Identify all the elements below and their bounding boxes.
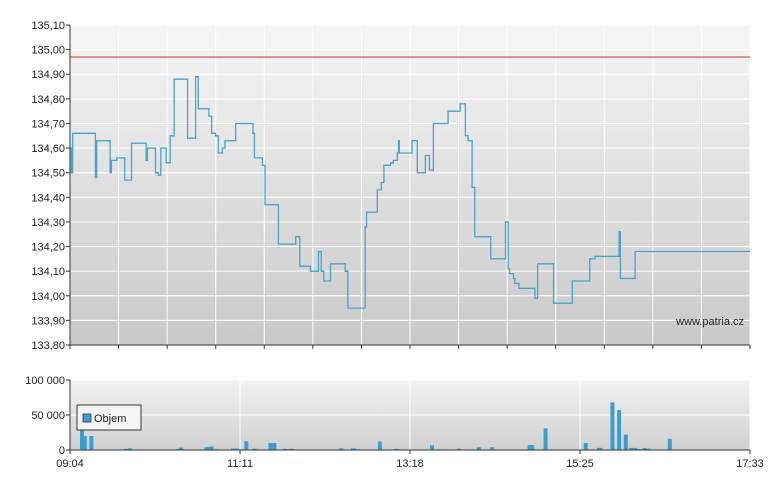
volume-tick-label: 0	[59, 445, 65, 457]
volume-bar	[490, 447, 495, 450]
price-tick-label: 133,90	[31, 315, 65, 327]
volume-bar	[204, 447, 209, 450]
volume-bar	[339, 448, 344, 451]
volume-bar	[89, 436, 94, 450]
price-panel: 135,10 135,00 134,90 134,80 134,70 134,60 134,…	[31, 20, 751, 352]
volume-bar	[283, 448, 288, 450]
volume-bar	[530, 445, 535, 450]
watermark-text: www.patria.cz	[675, 316, 744, 328]
volume-bar	[252, 448, 257, 450]
volume-bar	[583, 443, 588, 450]
volume-bar	[642, 447, 647, 450]
volume-bar	[268, 443, 273, 450]
price-line	[70, 76, 750, 309]
legend-label: Objem	[94, 413, 126, 425]
volume-bar	[377, 441, 382, 450]
volume-bar	[394, 448, 398, 450]
volume-bar	[80, 416, 84, 450]
volume-bar	[598, 447, 603, 450]
volume-bar	[430, 445, 434, 450]
price-tick-label: 134,80	[31, 94, 65, 106]
volume-bar	[244, 441, 249, 451]
price-tick-label: 134,00	[31, 291, 65, 303]
volume-bar	[352, 448, 357, 450]
volume-bar	[617, 410, 622, 450]
volume-bar	[209, 446, 214, 450]
price-tick-label: 133,80	[31, 340, 65, 352]
volume-bar	[176, 448, 181, 450]
x-tick-label: 15:25	[566, 458, 594, 470]
price-tick-label: 135,10	[31, 20, 65, 32]
x-tick-label: 09:04	[56, 458, 84, 470]
volume-tick-label: 50 000	[31, 410, 65, 422]
volume-bar	[82, 436, 87, 450]
volume-panel: 100 000 50 000 0 Objem	[25, 375, 751, 457]
volume-bar	[476, 447, 481, 450]
price-tick-label: 134,20	[31, 242, 65, 254]
x-tick-label: 11:11	[227, 458, 253, 470]
price-tick-label: 134,10	[31, 266, 65, 278]
volume-bar	[235, 448, 239, 450]
volume-bar	[629, 447, 634, 450]
volume-bar	[272, 443, 277, 450]
price-tick-label: 134,90	[31, 69, 65, 81]
volume-bar	[128, 448, 133, 451]
volume-bar	[456, 448, 461, 450]
volume-bar	[124, 448, 129, 450]
x-tick-label: 13:18	[396, 458, 424, 470]
price-tick-label: 134,60	[31, 143, 65, 155]
time-axis: 09:04 11:11 13:18 15:25 17:33	[56, 450, 764, 470]
volume-bar	[206, 446, 211, 450]
price-tick-label: 134,70	[31, 118, 65, 130]
volume-tick-label: 100 000	[25, 375, 65, 387]
x-tick-label: 17:33	[736, 458, 764, 470]
volume-bar	[543, 428, 548, 450]
volume-bar	[623, 434, 628, 450]
volume-bar	[667, 438, 672, 450]
volume-bar	[646, 448, 651, 450]
legend-swatch	[82, 413, 92, 423]
volume-bar	[178, 447, 183, 450]
volume-legend: Objem	[76, 404, 142, 431]
volume-bar	[231, 448, 235, 450]
price-tick-label: 135,00	[31, 45, 65, 57]
volume-bar	[633, 447, 638, 450]
price-tick-label: 134,30	[31, 217, 65, 229]
volume-bar	[610, 402, 615, 450]
price-tick-label: 134,40	[31, 192, 65, 204]
price-tick-label: 134,50	[31, 168, 65, 180]
